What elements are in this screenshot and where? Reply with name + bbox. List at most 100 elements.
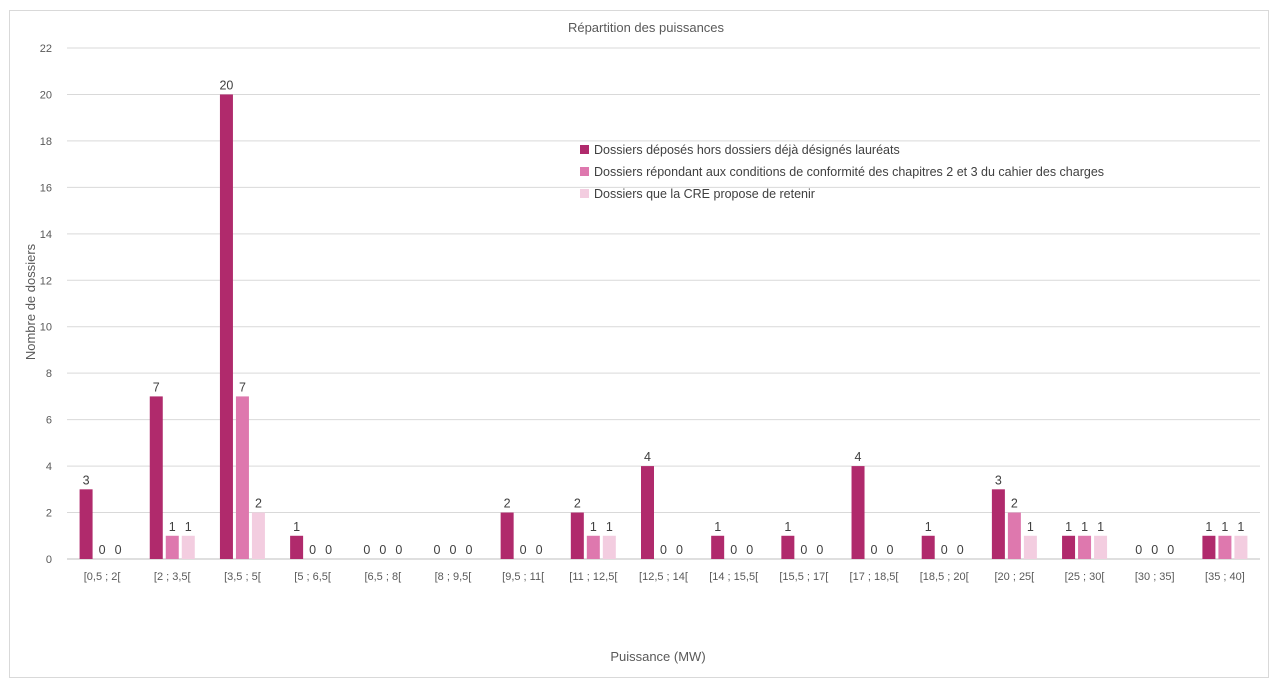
y-tick-label: 14	[40, 229, 52, 241]
legend-swatch	[580, 167, 589, 176]
bar	[149, 396, 163, 559]
data-label: 0	[536, 543, 543, 557]
x-axis-title: Puissance (MW)	[610, 649, 705, 664]
x-category-label: [14 ; 15,5[	[709, 571, 758, 583]
bar	[219, 94, 233, 560]
data-label: 7	[239, 380, 246, 394]
legend-swatch	[580, 189, 589, 198]
data-label: 0	[395, 543, 402, 557]
data-label: 0	[449, 543, 456, 557]
data-label: 1	[293, 520, 300, 534]
data-label: 1	[169, 520, 176, 534]
x-category-label: [35 ; 40]	[1205, 571, 1245, 583]
bar	[1218, 535, 1232, 559]
data-label: 3	[995, 473, 1002, 487]
data-label: 0	[99, 543, 106, 557]
x-category-label: [30 ; 35]	[1135, 571, 1175, 583]
bar	[1007, 512, 1021, 559]
data-label: 2	[255, 497, 262, 511]
y-tick-label: 4	[46, 461, 52, 473]
x-axis-categories: [0,5 ; 2[[2 ; 3,5[[3,5 ; 5[[5 ; 6,5[[6,5…	[84, 571, 1245, 583]
data-label: 1	[590, 520, 597, 534]
bar	[79, 489, 93, 559]
bar	[602, 535, 616, 559]
legend-label: Dossiers répondant aux conditions de con…	[594, 165, 1104, 179]
x-category-label: [12,5 ; 14[	[639, 571, 688, 583]
data-label: 1	[606, 520, 613, 534]
data-label: 1	[1221, 520, 1228, 534]
data-label: 2	[1011, 497, 1018, 511]
x-category-label: [3,5 ; 5[	[224, 571, 261, 583]
data-label: 0	[746, 543, 753, 557]
data-label: 0	[309, 543, 316, 557]
bar	[570, 512, 584, 559]
y-tick-label: 12	[40, 275, 52, 287]
data-label: 4	[855, 450, 862, 464]
y-tick-label: 0	[46, 554, 52, 566]
data-label: 0	[1151, 543, 1158, 557]
x-category-label: [0,5 ; 2[	[84, 571, 121, 583]
legend-label: Dossiers déposés hors dossiers déjà dési…	[594, 143, 900, 157]
data-label: 1	[1027, 520, 1034, 534]
y-tick-label: 2	[46, 508, 52, 520]
x-category-label: [8 ; 9,5[	[435, 571, 472, 583]
data-label: 3	[83, 473, 90, 487]
y-tick-label: 10	[40, 322, 52, 334]
y-tick-label: 8	[46, 368, 52, 380]
bar	[181, 535, 195, 559]
data-label: 0	[816, 543, 823, 557]
bar	[851, 466, 865, 559]
data-label: 0	[871, 543, 878, 557]
bar	[1062, 535, 1076, 559]
data-label: 0	[1167, 543, 1174, 557]
legend-label: Dossiers que la CRE propose de retenir	[594, 187, 815, 201]
x-category-label: [18,5 ; 20[	[920, 571, 969, 583]
data-label: 1	[925, 520, 932, 534]
chart-title: Répartition des puissances	[568, 20, 725, 35]
y-tick-label: 16	[40, 182, 52, 194]
x-category-label: [15,5 ; 17[	[779, 571, 828, 583]
bar	[235, 396, 249, 559]
x-category-label: [11 ; 12,5[	[569, 571, 617, 583]
data-label: 1	[1237, 520, 1244, 534]
bar	[1078, 535, 1092, 559]
data-label: 1	[1081, 520, 1088, 534]
data-label: 0	[941, 543, 948, 557]
data-label: 0	[676, 543, 683, 557]
bar	[586, 535, 600, 559]
data-label: 0	[800, 543, 807, 557]
bar	[290, 535, 304, 559]
bar	[251, 512, 265, 559]
y-tick-label: 20	[40, 89, 52, 101]
bar	[991, 489, 1005, 559]
bar	[1023, 535, 1037, 559]
bars	[79, 94, 1248, 560]
data-label: 4	[644, 450, 651, 464]
bar	[711, 535, 725, 559]
bar	[921, 535, 935, 559]
x-category-label: [17 ; 18,5[	[850, 571, 899, 583]
data-label: 7	[153, 380, 160, 394]
data-label: 0	[1135, 543, 1142, 557]
data-label: 0	[115, 543, 122, 557]
data-label: 0	[660, 543, 667, 557]
data-label: 0	[379, 543, 386, 557]
bar	[1202, 535, 1216, 559]
data-label: 0	[325, 543, 332, 557]
bar	[500, 512, 514, 559]
bar	[781, 535, 795, 559]
bar	[641, 466, 654, 559]
x-category-label: [5 ; 6,5[	[294, 571, 331, 583]
data-label: 0	[465, 543, 472, 557]
data-label: 0	[363, 543, 370, 557]
data-label: 0	[887, 543, 894, 557]
data-label: 1	[1205, 520, 1212, 534]
data-label: 1	[714, 520, 721, 534]
data-label: 0	[957, 543, 964, 557]
data-label: 0	[520, 543, 527, 557]
y-tick-label: 22	[40, 43, 52, 55]
x-category-label: [6,5 ; 8[	[364, 571, 401, 583]
data-label: 1	[1065, 520, 1072, 534]
y-axis-title: Nombre de dossiers	[23, 243, 38, 360]
bar	[165, 535, 179, 559]
